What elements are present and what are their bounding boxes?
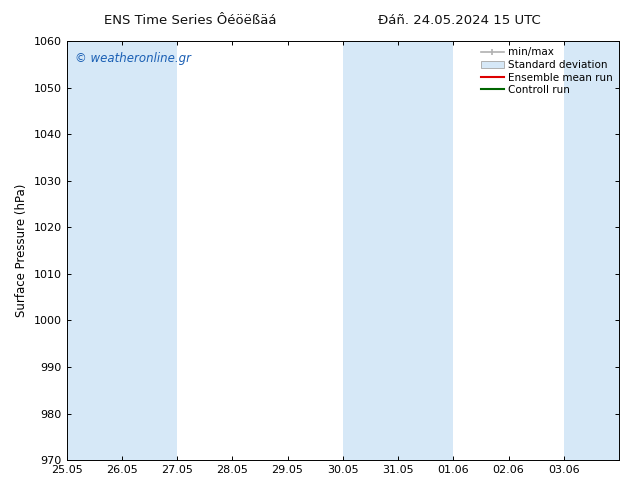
Text: ENS Time Series Ôéöëßäá: ENS Time Series Ôéöëßäá bbox=[104, 14, 276, 27]
Legend: min/max, Standard deviation, Ensemble mean run, Controll run: min/max, Standard deviation, Ensemble me… bbox=[478, 44, 616, 98]
Bar bbox=[343, 41, 398, 460]
Text: © weatheronline.gr: © weatheronline.gr bbox=[75, 51, 191, 65]
Y-axis label: Surface Pressure (hPa): Surface Pressure (hPa) bbox=[15, 184, 28, 318]
Bar bbox=[564, 41, 619, 460]
Bar bbox=[122, 41, 177, 460]
Text: Đáñ. 24.05.2024 15 UTC: Đáñ. 24.05.2024 15 UTC bbox=[378, 14, 541, 27]
Bar bbox=[398, 41, 453, 460]
Bar bbox=[67, 41, 122, 460]
